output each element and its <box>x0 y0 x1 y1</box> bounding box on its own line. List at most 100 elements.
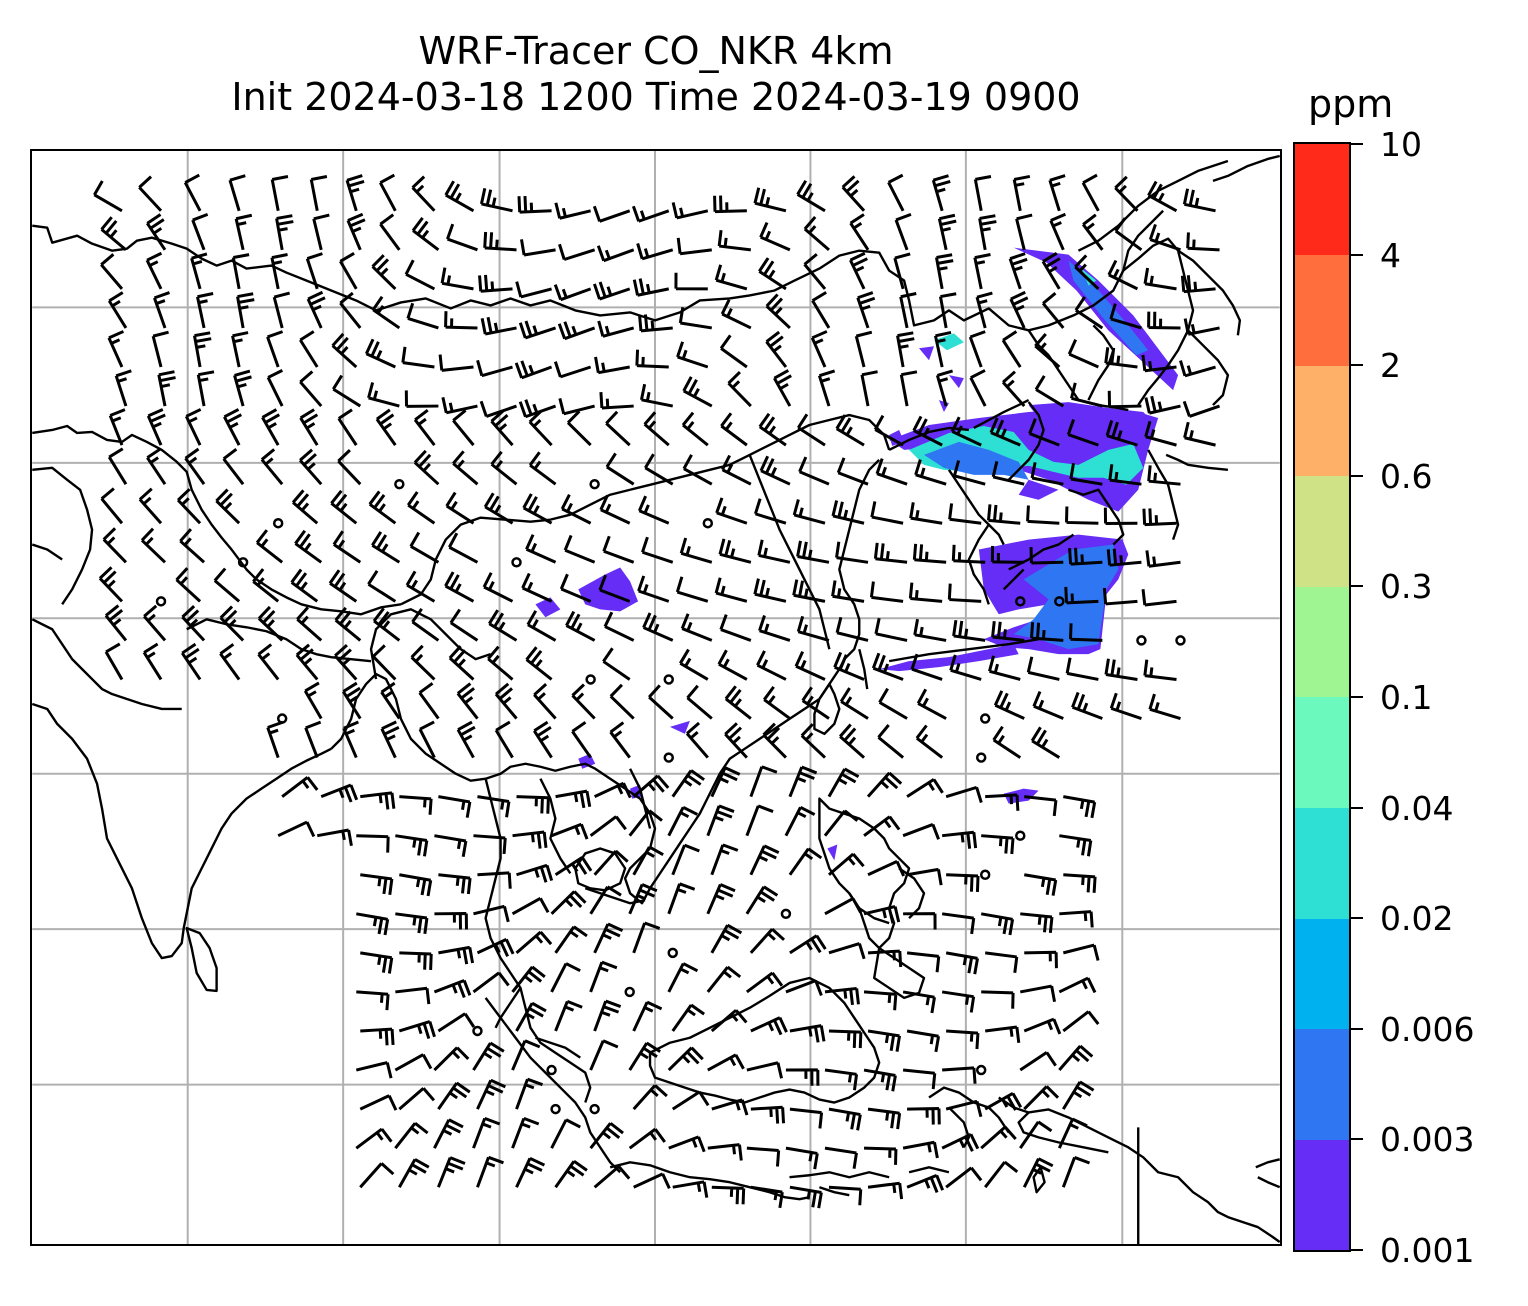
wind-barb <box>867 1029 901 1052</box>
wind-barb <box>1022 1157 1054 1188</box>
wind-barb <box>946 873 980 892</box>
coastline-segment <box>1165 453 1229 472</box>
wind-barb <box>1019 984 1057 1003</box>
wind-barb <box>1114 175 1139 212</box>
wind-barb <box>902 990 936 1014</box>
colorbar-bin <box>1295 365 1349 477</box>
wind-barb <box>902 1068 937 1090</box>
colorbar <box>1293 142 1351 1252</box>
wind-barb <box>213 567 241 603</box>
wind-barb <box>686 684 713 720</box>
wind-barb <box>798 456 830 486</box>
wind-barb <box>179 528 206 564</box>
coastline-segment <box>928 1086 1010 1134</box>
wind-barb <box>721 454 752 486</box>
wind-barb <box>980 1125 1017 1150</box>
wind-barb <box>877 724 905 759</box>
wind-barb <box>1012 174 1031 212</box>
wind-barb <box>233 369 252 407</box>
wind-barb <box>1068 623 1103 642</box>
wind-barb <box>682 376 713 408</box>
wind-barb <box>803 215 830 251</box>
calm-wind-circle <box>780 908 792 920</box>
wind-barb <box>750 1016 788 1036</box>
wind-barb <box>320 783 359 803</box>
wind-barb <box>589 885 622 915</box>
wind-barb <box>824 986 860 1006</box>
wind-barb <box>824 897 862 916</box>
wind-barb <box>1114 217 1143 252</box>
wind-barb <box>399 795 433 815</box>
wind-barb <box>1062 1010 1100 1033</box>
calm-wind-circle <box>979 869 991 880</box>
colorbar-tick-label: 0.001 <box>1380 1231 1475 1270</box>
wind-barb <box>142 642 163 681</box>
wind-barb <box>312 213 330 251</box>
wind-barb <box>642 612 674 642</box>
calm-wind-circle <box>511 557 522 568</box>
wind-barb <box>1141 354 1177 373</box>
wind-barb <box>143 604 167 642</box>
wind-barb <box>1107 259 1139 291</box>
wind-barb <box>176 488 202 525</box>
colorbar-tick-label: 2 <box>1380 346 1401 386</box>
wind-barb <box>941 912 976 935</box>
wind-barb <box>667 882 696 915</box>
colorbar-tick <box>1351 585 1363 588</box>
wind-barb <box>138 175 163 212</box>
wind-barb <box>749 844 780 876</box>
calm-wind-circle <box>550 1103 561 1115</box>
tracer-plume <box>1028 402 1154 425</box>
wind-barb <box>550 1118 581 1149</box>
wind-barb <box>180 642 202 681</box>
wind-barb <box>222 448 245 486</box>
wind-barb <box>902 1140 939 1159</box>
wind-barb <box>234 213 253 251</box>
wind-barb <box>196 370 215 407</box>
wind-barb <box>401 346 435 369</box>
map-title: WRF-Tracer CO_NKR 4km Init 2024-03-18 12… <box>30 28 1282 120</box>
wind-barb <box>759 221 791 252</box>
wind-barb <box>371 254 397 290</box>
wind-barb <box>1059 910 1094 928</box>
calm-wind-circle <box>624 986 635 998</box>
wind-barb <box>290 568 319 603</box>
wind-barb <box>757 539 791 564</box>
wind-barb <box>360 1027 395 1046</box>
wind-barb <box>797 413 826 447</box>
wind-barb <box>763 685 791 720</box>
wind-barb <box>181 605 206 642</box>
wind-barb <box>719 334 748 369</box>
wind-barb <box>902 823 940 840</box>
wind-barb <box>942 1066 977 1084</box>
wind-barb <box>672 1180 709 1198</box>
wind-barb <box>935 253 954 290</box>
wind-barb <box>762 722 787 759</box>
wind-barb <box>487 645 514 681</box>
wind-barb <box>337 408 358 446</box>
wind-barb <box>1071 691 1103 720</box>
wind-barb <box>411 175 436 212</box>
wind-barb <box>873 414 904 447</box>
wind-barb <box>632 278 670 297</box>
wind-barb <box>306 290 326 329</box>
wind-barb <box>533 683 557 720</box>
wind-barb <box>449 608 479 642</box>
wind-barb <box>817 369 836 407</box>
wind-barb <box>1109 303 1142 330</box>
wind-barb <box>839 723 866 759</box>
wind-barb <box>98 566 124 603</box>
colorbar-tick-label: 0.6 <box>1380 456 1433 496</box>
coastline-segment <box>1122 237 1195 406</box>
wind-barb <box>671 202 709 220</box>
wind-barb <box>1041 252 1061 290</box>
wind-barb <box>1070 382 1103 408</box>
wind-barb <box>494 682 518 720</box>
wind-barb <box>636 243 674 261</box>
wind-barb <box>1141 589 1177 607</box>
wind-barb <box>915 724 944 759</box>
tracer-plume <box>948 375 964 389</box>
colorbar-bin <box>1295 697 1349 809</box>
wind-barb <box>511 1116 540 1149</box>
wind-barb <box>593 781 632 799</box>
